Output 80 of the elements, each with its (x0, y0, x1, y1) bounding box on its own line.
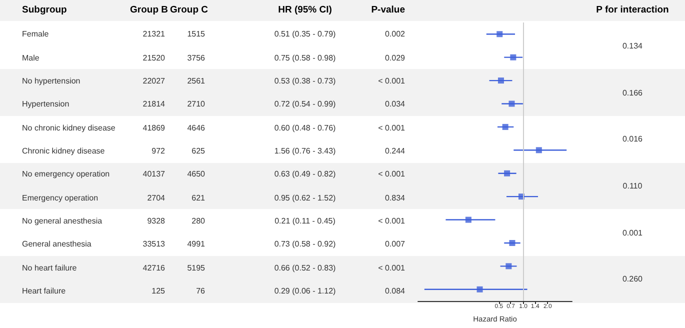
data-label: 21520 (142, 53, 165, 62)
data-label: 5195 (187, 263, 205, 272)
text: 0.72 (0.54 - 0.99) (273, 100, 337, 109)
text: 1.56 (0.76 - 3.43) (273, 146, 337, 156)
text: 0.60 (0.48 - 0.76) (273, 123, 337, 132)
category-label: General anesthesia (22, 240, 92, 249)
point (506, 263, 512, 270)
text: 0.834 (384, 193, 405, 202)
category-label: No chronic kidney disease (22, 123, 116, 132)
category-label: No hypertension (22, 76, 80, 86)
category-label: No general anesthesia (22, 216, 102, 226)
category-label: Emergency operation (22, 193, 98, 202)
text: 0.034 (384, 100, 405, 109)
point (498, 78, 504, 84)
data-label: 21814 (142, 100, 165, 109)
text: 0.21 (0.11 - 0.45) (274, 216, 336, 226)
data-label: 4650 (187, 170, 205, 179)
data-label: 621 (192, 193, 205, 202)
point (509, 240, 516, 246)
data-label: 9328 (147, 216, 165, 226)
text: 0.63 (0.49 - 0.82) (273, 170, 337, 179)
data-label: 625 (192, 146, 205, 156)
category-label: Female (22, 30, 49, 39)
data-label: 2704 (147, 193, 165, 202)
data-label: 42716 (142, 263, 165, 272)
point (496, 31, 503, 38)
text: < 0.001 (378, 216, 405, 226)
category-label: Male (22, 53, 40, 62)
data-label: 22027 (142, 76, 165, 86)
text: < 0.001 (378, 263, 405, 272)
text: < 0.001 (378, 76, 405, 86)
data-label: 0.016 (621, 134, 644, 144)
text: Group B (130, 4, 168, 16)
data-label: 3756 (187, 53, 205, 62)
text: < 0.001 (378, 170, 405, 179)
data-label: 280 (192, 216, 205, 226)
data-label: 125 (152, 286, 165, 296)
point (502, 124, 508, 130)
text: 0.29 (0.06 - 1.12) (273, 286, 337, 296)
point (504, 170, 510, 176)
text: 0.002 (384, 30, 405, 39)
category-label: Hypertension (22, 100, 70, 109)
data-label: 2561 (187, 76, 205, 86)
text: Subgroup (22, 4, 67, 16)
text: 0.95 (0.62 - 1.52) (273, 193, 337, 202)
text: P for interaction (595, 4, 670, 16)
data-label: 40137 (142, 170, 165, 179)
text: HR (95% CI) (277, 4, 333, 16)
point (510, 54, 516, 60)
text: 0.53 (0.38 - 0.73) (273, 76, 337, 86)
text: 0.029 (384, 53, 405, 62)
data-label: 0.134 (621, 41, 644, 50)
data-label: 0.166 (621, 88, 644, 98)
category-label: No heart failure (22, 263, 77, 272)
data-label: 0.001 (621, 228, 644, 238)
text: P-value (371, 4, 405, 16)
text: < 0.001 (378, 123, 405, 132)
text: 0.244 (384, 146, 405, 156)
text: 0.73 (0.58 - 0.92) (273, 240, 337, 249)
data-label: 21321 (142, 30, 165, 39)
text: 0.084 (384, 286, 405, 296)
category-label: No emergency operation (22, 170, 110, 179)
text: 0.66 (0.52 - 0.83) (273, 263, 337, 272)
text: 0.75 (0.58 - 0.98) (273, 53, 337, 62)
data-label: 2710 (187, 100, 205, 109)
text: Group C (170, 4, 208, 16)
data-label: 76 (196, 286, 205, 296)
data-label: 1515 (187, 30, 205, 39)
text: 0.51 (0.35 - 0.79) (273, 30, 337, 39)
data-label: 33513 (142, 240, 165, 249)
data-label: 4646 (187, 123, 205, 132)
data-label: 41869 (142, 123, 165, 132)
category-label: Heart failure (22, 286, 66, 296)
data-label: 0.260 (621, 274, 644, 284)
point (508, 100, 515, 107)
data-label: 0.110 (622, 181, 644, 190)
category-label: Chronic kidney disease (22, 146, 105, 156)
text: 0.007 (384, 240, 405, 249)
data-label: 4991 (187, 240, 205, 249)
data-label: 972 (152, 146, 165, 156)
